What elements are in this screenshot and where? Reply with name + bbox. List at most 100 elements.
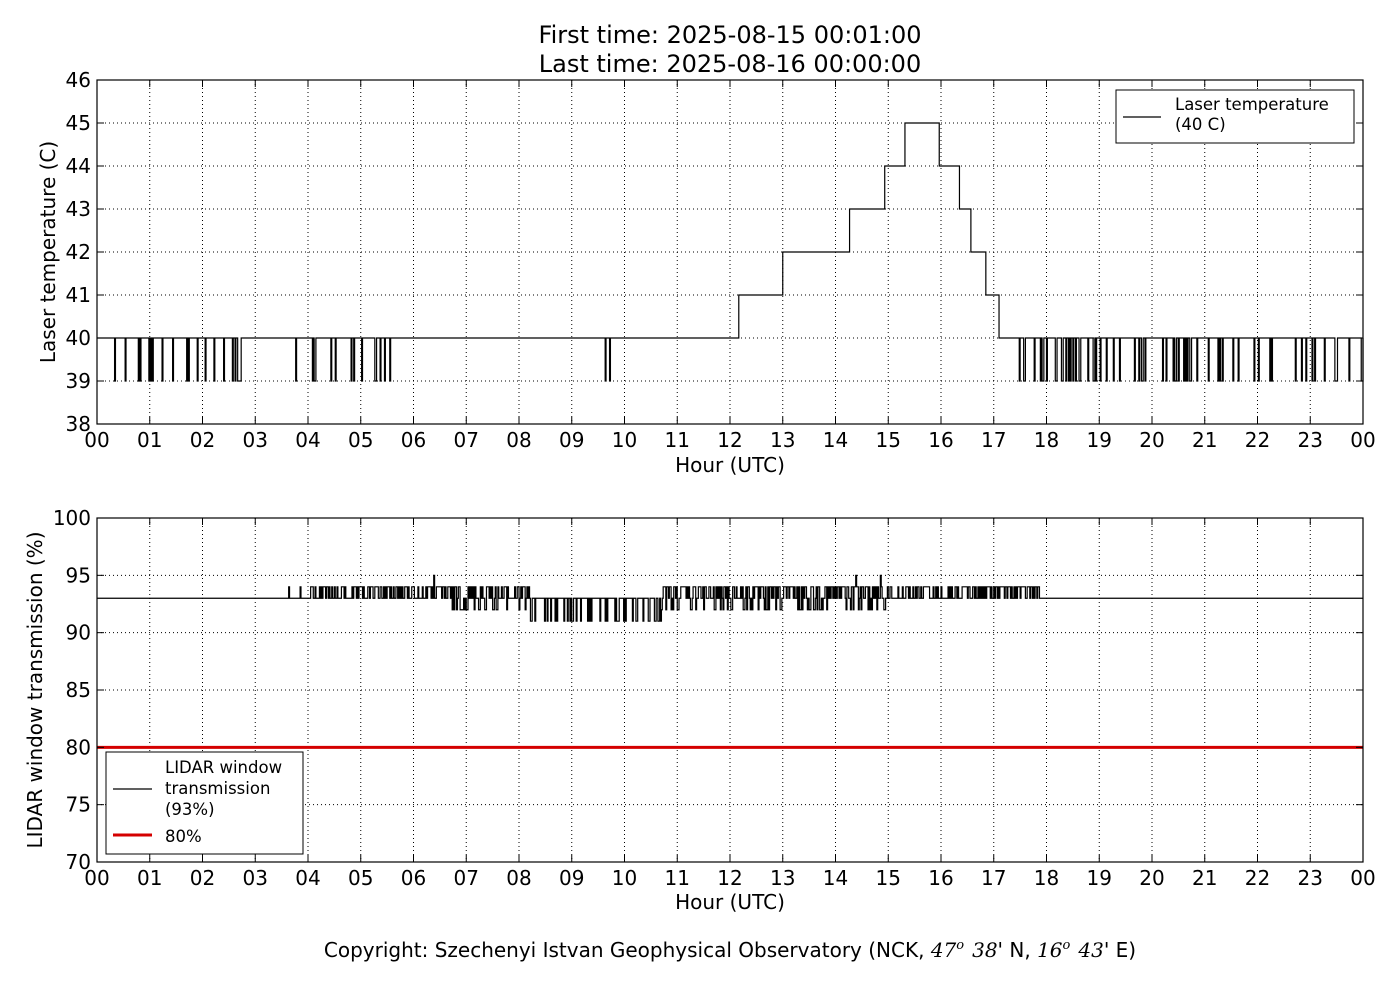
lidar-transmission-x-tick-label: 18 [1034,866,1059,890]
lidar-transmission-x-tick-label: 06 [401,866,426,890]
lidar-transmission-x-tick-label: 04 [295,866,320,890]
lidar-transmission-x-tick-label: 12 [717,866,742,890]
laser-temperature-legend-box [1115,89,1355,144]
laser-temperature-y-tick-label: 39 [66,369,91,393]
laser-temperature-x-tick-label: 13 [770,428,795,452]
lidar-transmission-x-axis-label: Hour (UTC) [675,890,785,914]
laser-temperature-x-tick-label: 08 [506,428,531,452]
latitude-degree-symbol: o [956,938,964,953]
copyright-text: Copyright: Szechenyi Istvan Geophysical … [324,938,931,962]
lidar-transmission-x-ticks: 00 01 02 03 04 05 06 07 08 09 10 11 12 13 14 15 16 17 18 19… [84,518,1376,890]
laser-temperature-x-tick-label: 19 [1087,428,1112,452]
laser-temperature-x-tick-label: 05 [348,428,373,452]
laser-temperature-x-tick-label: 06 [401,428,426,452]
figure-title: First time: 2025-08-15 00:01:00 Last tim… [539,21,922,78]
lidar-transmission-x-tick-label: 14 [823,866,848,890]
laser-temperature-x-tick-label: 09 [559,428,584,452]
lidar-transmission-x-tick-label: 07 [454,866,479,890]
laser-temperature-legend-label-line1: Laser temperature [1175,95,1329,114]
longitude-degree-symbol: o [1063,938,1071,953]
laser-temperature-y-tick-label: 41 [66,283,91,307]
lidar-transmission-x-tick-label: 13 [770,866,795,890]
copyright-footer: Copyright: Szechenyi Istvan Geophysical … [324,938,1136,962]
title-first-time: First time: 2025-08-15 00:01:00 [539,21,922,49]
latitude-minutes: 38 [972,938,997,962]
lidar-transmission-x-tick-label: 15 [876,866,901,890]
laser-temperature-x-tick-label: 02 [190,428,215,452]
longitude-degrees: 16 [1037,938,1063,962]
lidar-transmission-x-tick-label: 08 [506,866,531,890]
laser-temperature-y-tick-label: 42 [66,240,91,264]
lidar-transmission-series-line [97,574,1363,622]
lidar-transmission-x-tick-label: 03 [243,866,268,890]
laser-temperature-x-tick-label: 04 [295,428,320,452]
lidar-transmission-y-tick-label: 85 [66,678,91,702]
laser-temperature-x-tick-label: 12 [717,428,742,452]
lidar-transmission-y-ticks: 70 75 80 85 90 95 100 [53,506,1363,874]
lidar-transmission-legend-label-line3: (93%) [165,800,215,819]
lidar-transmission-y-tick-label: 95 [66,563,91,587]
longitude-minutes: 43 [1077,938,1103,962]
lidar-transmission-x-tick-label: 16 [928,866,953,890]
laser-temperature-x-tick-label: 10 [612,428,637,452]
lidar-transmission-x-tick-label: 17 [981,866,1006,890]
lidar-transmission-x-tick-label: 19 [1087,866,1112,890]
lidar-transmission-legend-label-line1: LIDAR window [165,758,282,777]
laser-temperature-x-tick-label: 16 [928,428,953,452]
laser-temperature-y-tick-label: 45 [66,111,91,135]
lidar-transmission-legend-box [105,751,304,855]
lidar-transmission-y-tick-label: 100 [53,506,91,530]
laser-temperature-x-axis-label: Hour (UTC) [675,453,785,477]
laser-temperature-y-tick-label: 43 [66,197,91,221]
lidar-transmission-y-tick-label: 75 [66,793,91,817]
longitude-suffix: ' E) [1104,938,1136,962]
laser-temperature-x-tick-label: 21 [1192,428,1217,452]
laser-temperature-legend-label-line2: (40 C) [1175,115,1226,134]
lidar-transmission-x-tick-label: 09 [559,866,584,890]
latitude-suffix: ' N, [998,938,1038,962]
laser-temperature-x-tick-label: 01 [137,428,162,452]
laser-temperature-y-ticks: 38 39 40 41 42 43 44 45 46 [66,68,1363,436]
laser-temperature-x-tick-label: 00 [84,428,109,452]
lidar-transmission-x-tick-label: 10 [612,866,637,890]
laser-temperature-x-tick-label: 22 [1245,428,1270,452]
lidar-transmission-x-tick-label: 00 [1350,866,1375,890]
title-last-time: Last time: 2025-08-16 00:00:00 [539,50,921,78]
lidar-transmission-x-tick-label: 01 [137,866,162,890]
lidar-transmission-y-axis-label: LIDAR window transmission (%) [23,532,47,849]
lidar-transmission-x-tick-label: 20 [1139,866,1164,890]
laser-temperature-x-ticks: 00 01 02 03 04 05 06 07 08 09 10 11 12 13 14 15 16 17 18 19… [84,80,1376,452]
laser-temperature-x-tick-label: 15 [876,428,901,452]
lidar-transmission-x-tick-label: 11 [665,866,690,890]
latitude-degrees: 47 [930,938,957,962]
laser-temperature-legend: Laser temperature (40 C) [1115,89,1355,144]
lidar-transmission-y-tick-label: 80 [66,735,91,759]
laser-temperature-x-tick-label: 07 [454,428,479,452]
laser-temperature-x-tick-label: 11 [665,428,690,452]
lidar-transmission-x-tick-label: 23 [1298,866,1323,890]
laser-temperature-y-tick-label: 46 [66,68,91,92]
laser-temperature-x-tick-label: 17 [981,428,1006,452]
lidar-transmission-y-tick-label: 70 [66,850,91,874]
lidar-transmission-legend: LIDAR window transmission (93%) 80% [105,751,304,855]
laser-temperature-plot-area [97,122,1364,382]
lidar-transmission-x-tick-label: 05 [348,866,373,890]
threshold-legend-label: 80% [165,827,202,846]
laser-temperature-series-line [97,122,1364,382]
lidar-transmission-chart: 70 75 80 85 90 95 100 00 01 02 03 04 05 06 07 08 09 10 11… [23,506,1376,914]
laser-temperature-y-tick-label: 40 [66,326,91,350]
laser-temperature-chart: 38 39 40 41 42 43 44 45 46 00 01 02 03 04 05 06 07 08 09 1… [36,68,1376,477]
laser-temperature-y-tick-label: 38 [66,412,91,436]
lidar-transmission-x-tick-label: 21 [1192,866,1217,890]
lidar-transmission-plot-area [97,574,1363,749]
laser-temperature-x-tick-label: 18 [1034,428,1059,452]
lidar-transmission-y-tick-label: 90 [66,621,91,645]
lidar-transmission-x-tick-label: 02 [190,866,215,890]
lidar-transmission-x-tick-label: 00 [84,866,109,890]
laser-temperature-x-tick-label: 20 [1139,428,1164,452]
laser-temperature-y-axis-label: Laser temperature (C) [36,141,60,363]
laser-temperature-x-tick-label: 23 [1298,428,1323,452]
lidar-transmission-legend-label-line2: transmission [165,779,270,798]
laser-temperature-y-tick-label: 44 [66,154,91,178]
